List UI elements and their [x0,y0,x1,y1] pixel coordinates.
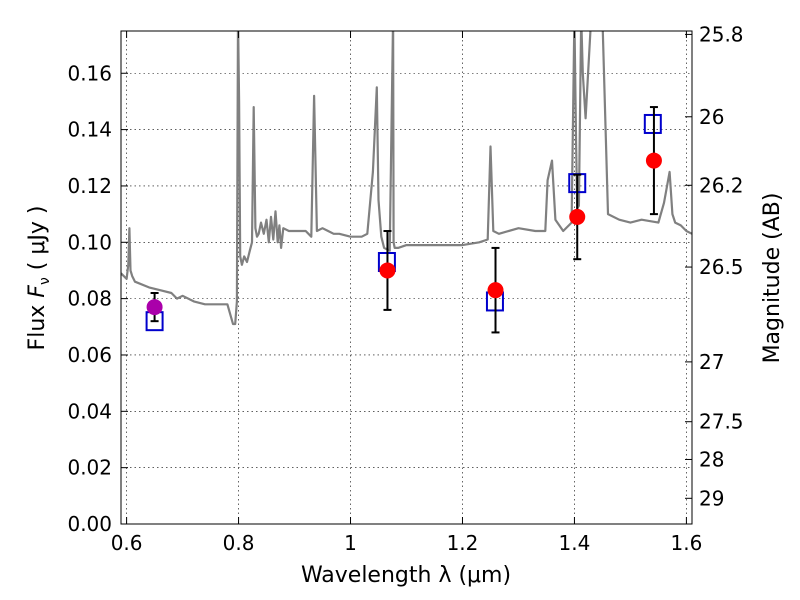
magnitude-tick-label: 26.2 [699,173,744,197]
x-tick-label: 1.4 [559,531,591,555]
grid [121,31,692,524]
y-tick-label: 0.00 [67,512,112,536]
y-tick-label: 0.10 [67,230,112,254]
x-tick-label: 1 [344,531,357,555]
magnitude-tick-label: 27.5 [699,410,744,434]
x-tick-label: 1.6 [670,531,702,555]
magnitude-tick-label: 27 [699,350,724,374]
x-tick-label: 1.2 [447,531,479,555]
magnitude-tick-label: 25.8 [699,22,744,46]
magnitude-tick-label: 26 [699,105,724,129]
y-tick-label: 0.08 [67,287,112,311]
x-axis-label: Wavelength λ (μm) [301,563,511,588]
spectrum-line [121,31,692,326]
model-flux-square [643,113,662,134]
nir-flux-point [379,262,396,279]
nir-flux-point [487,282,504,299]
axes-frame [120,30,693,525]
secondary-y-axis-label: Magnitude (AB) [760,193,785,364]
y-tick-label: 0.04 [67,399,112,423]
nir-flux-point [645,152,662,169]
y-tick-label: 0.14 [67,118,112,142]
y-tick-label: 0.12 [67,174,112,198]
magnitude-tick-label: 28 [699,447,724,471]
magnitude-tick-label: 26.5 [699,255,744,279]
magnitude-tick-label: 29 [699,486,724,510]
plot-area [121,31,692,334]
optical-flux-point [146,299,163,316]
nir-flux-point [569,208,586,225]
y-tick-label: 0.02 [67,456,112,480]
y-tick-label: 0.06 [67,343,112,367]
ticks: 0.6 0.8 1 1.2 1.4 1.6 0.00 0.02 0.04 0.06 0.08 0.10… [67,22,743,555]
x-tick-label: 0.6 [111,531,143,555]
y-tick-label: 0.16 [67,61,112,85]
y-axis-label: Flux Fν ( μJy ) [25,206,53,351]
x-tick-label: 0.8 [223,531,255,555]
